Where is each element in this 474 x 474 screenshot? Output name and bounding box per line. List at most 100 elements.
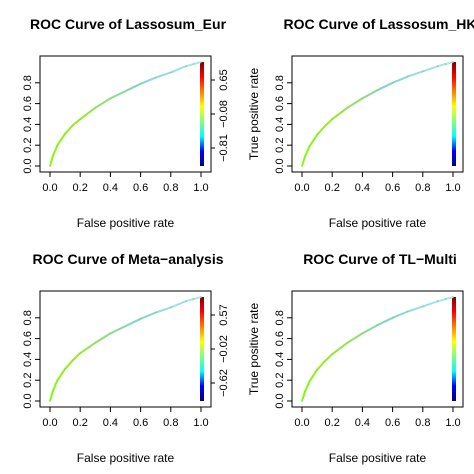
x-tick-label: 0.2 xyxy=(325,182,340,194)
colorbar-tick-label: 0.65 xyxy=(218,69,230,90)
roc-point xyxy=(71,124,74,127)
roc-panel-1: ROC Curve of Lassosum_Eur 0.0 0.2 0.4 0.6 0.8… xyxy=(22,16,230,230)
x-tick-label: 0.8 xyxy=(415,182,430,194)
chart-title: ROC Curve of Meta−analysis xyxy=(32,251,223,267)
y-tick-label: 0.8 xyxy=(274,310,286,325)
roc-point xyxy=(52,154,54,157)
colorbar xyxy=(452,62,456,166)
roc-point xyxy=(71,359,74,362)
y-tick-label: 0.6 xyxy=(274,331,286,346)
x-tick-label: 0.4 xyxy=(355,417,370,429)
roc-point xyxy=(109,332,112,335)
roc-point xyxy=(323,360,326,363)
roc-point xyxy=(301,165,303,167)
y-tick-label: 0.6 xyxy=(22,96,34,111)
y-tick-label: 0.6 xyxy=(22,331,34,346)
roc-point xyxy=(316,134,318,136)
y-tick-label: 0.2 xyxy=(22,138,34,153)
roc-point xyxy=(139,83,142,85)
roc-point xyxy=(304,390,306,393)
roc-panel-4: ROC Curve of TL−Multi 0.0 0.2 0.4 0.6 0.8 1.0 0… xyxy=(247,251,464,465)
x-tick-label: 0.6 xyxy=(385,417,400,429)
x-tick-label: 0.6 xyxy=(133,182,148,194)
roc-point xyxy=(331,118,334,120)
roc-curve xyxy=(49,296,202,402)
x-axis-label: False positive rate xyxy=(329,216,427,230)
y-tick-label: 0.0 xyxy=(22,393,34,408)
roc-point xyxy=(192,298,195,300)
x-tick-label: 0.0 xyxy=(294,182,309,194)
roc-point xyxy=(56,144,59,146)
roc-point xyxy=(406,310,409,313)
colorbar xyxy=(452,297,456,401)
roc-point xyxy=(422,70,424,73)
x-tick-label: 0.0 xyxy=(42,417,57,429)
roc-point xyxy=(323,125,326,128)
y-tick-label: 0.4 xyxy=(274,352,286,367)
roc-curve xyxy=(49,61,202,167)
roc-point xyxy=(64,368,66,370)
x-tick-label: 0.0 xyxy=(42,182,57,194)
roc-panel-3: ROC Curve of Meta−analysis 0.0 0.2 0.4 0.6 0.… xyxy=(22,251,230,465)
y-tick-label: 0.2 xyxy=(274,373,286,388)
roc-point xyxy=(391,317,394,319)
roc-point xyxy=(346,107,349,109)
plot-frame xyxy=(291,290,464,408)
roc-point xyxy=(170,71,172,74)
x-tick-label: 0.6 xyxy=(385,182,400,194)
y-tick-label: 0.6 xyxy=(274,96,286,111)
roc-point xyxy=(124,90,127,92)
y-tick-label: 0.0 xyxy=(22,158,34,173)
plot-frame xyxy=(291,55,464,173)
roc-point xyxy=(376,89,379,91)
roc-point xyxy=(154,311,157,314)
y-tick-label: 0.4 xyxy=(22,352,34,367)
roc-point xyxy=(94,342,97,344)
roc-point xyxy=(361,332,364,335)
roc-point xyxy=(331,353,334,356)
y-tick-label: 0.4 xyxy=(274,117,286,132)
y-tick-label: 0.8 xyxy=(22,310,34,325)
roc-point xyxy=(406,75,409,78)
x-tick-label: 1.0 xyxy=(193,182,208,194)
roc-point xyxy=(64,133,66,135)
x-tick-label: 0.4 xyxy=(355,182,370,194)
x-tick-label: 1.0 xyxy=(445,417,460,429)
roc-point xyxy=(391,82,394,84)
colorbar-tick-label: −0.81 xyxy=(218,134,230,162)
colorbar-tick-label: −0.02 xyxy=(218,335,230,363)
x-tick-label: 0.4 xyxy=(103,417,118,429)
roc-point xyxy=(185,65,187,67)
roc-point xyxy=(200,296,202,298)
colorbar xyxy=(200,297,204,401)
x-tick-label: 0.2 xyxy=(73,182,88,194)
roc-point xyxy=(49,165,51,167)
roc-point xyxy=(52,389,54,392)
roc-point xyxy=(185,300,187,303)
roc-point xyxy=(422,305,424,308)
y-axis-label: True positive rate xyxy=(247,68,261,161)
x-tick-label: 0.0 xyxy=(294,417,309,429)
y-tick-label: 0.0 xyxy=(274,393,286,408)
roc-point xyxy=(49,400,51,402)
plot-frame xyxy=(39,55,212,173)
roc-point xyxy=(437,300,439,303)
roc-panel-2: ROC Curve of Lassosum_HK 0.0 0.2 0.4 0.6 0.8 1… xyxy=(247,16,474,230)
roc-point xyxy=(346,342,349,344)
roc-point xyxy=(79,352,81,355)
colorbar xyxy=(200,62,204,166)
roc-point xyxy=(192,63,195,65)
y-axis-label: True positive rate xyxy=(247,303,261,396)
y-tick-label: 0.0 xyxy=(274,158,286,173)
roc-point xyxy=(124,325,127,327)
y-tick-label: 0.8 xyxy=(274,75,286,90)
roc-point xyxy=(154,76,157,79)
colorbar-tick-label: 0.57 xyxy=(218,304,230,325)
plot-frame xyxy=(39,290,212,408)
x-tick-label: 1.0 xyxy=(445,182,460,194)
x-tick-label: 0.6 xyxy=(133,417,148,429)
roc-point xyxy=(304,155,306,158)
roc-point xyxy=(200,61,202,63)
x-tick-label: 0.4 xyxy=(103,182,118,194)
